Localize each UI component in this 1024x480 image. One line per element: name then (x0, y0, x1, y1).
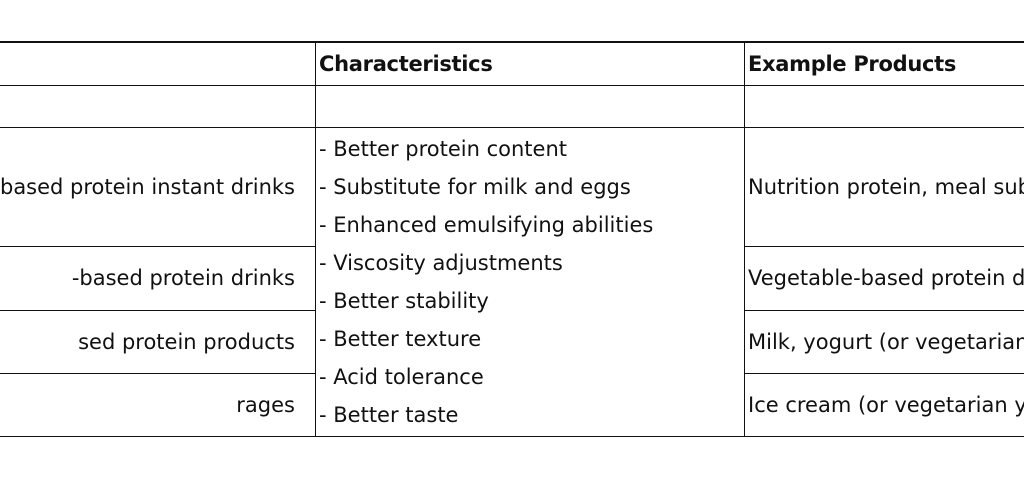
characteristic-item: - Better texture (319, 326, 482, 351)
characteristic-item: - Better stability (319, 288, 489, 313)
table-header-row: Characteristics Example Products (0, 41, 1024, 86)
product-type-cell: rages (0, 372, 316, 437)
characteristics-list: - Better protein content - Substitute fo… (319, 130, 744, 434)
characteristic-item: - Substitute for milk and eggs (319, 174, 631, 199)
example-products-cell: Nutrition protein, meal sub powder (744, 126, 1024, 247)
example-products-cell: Ice cream (or vegetarian yo (744, 372, 1024, 437)
header-characteristics: Characteristics (315, 41, 745, 86)
blank-cell (744, 84, 1024, 128)
blank-cell (315, 84, 745, 128)
table-blank-row (0, 84, 1024, 128)
characteristic-item: - Better taste (319, 402, 459, 427)
blank-cell (0, 84, 316, 128)
characteristics-cell: - Better protein content - Substitute fo… (315, 126, 745, 437)
example-products-cell: Milk, yogurt (or vegetarian (744, 309, 1024, 374)
table-row: sed protein products Milk, yogurt (or ve… (0, 309, 1024, 374)
characteristic-item: - Enhanced emulsifying abilities (319, 212, 654, 237)
characteristic-item: - Better protein content (319, 136, 568, 161)
product-type-cell: sed protein products (0, 309, 316, 374)
example-products-cell: Vegetable-based protein d (744, 245, 1024, 311)
table-row: -based protein instant drinks - Better p… (0, 126, 1024, 437)
header-example-products: Example Products (744, 41, 1024, 86)
table-row: -based protein drinks Vegetable-based pr… (0, 245, 1024, 311)
characteristic-item: - Viscosity adjustments (319, 250, 563, 275)
characteristic-item: - Acid tolerance (319, 364, 484, 389)
table-row: rages Ice cream (or vegetarian yo (0, 372, 1024, 437)
product-table-container: Characteristics Example Products -based … (0, 41, 1024, 437)
product-type-cell: -based protein instant drinks (0, 126, 316, 247)
product-type-cell: -based protein drinks (0, 245, 316, 311)
header-product-type (0, 41, 316, 86)
product-characteristics-table: Characteristics Example Products -based … (0, 41, 1024, 437)
